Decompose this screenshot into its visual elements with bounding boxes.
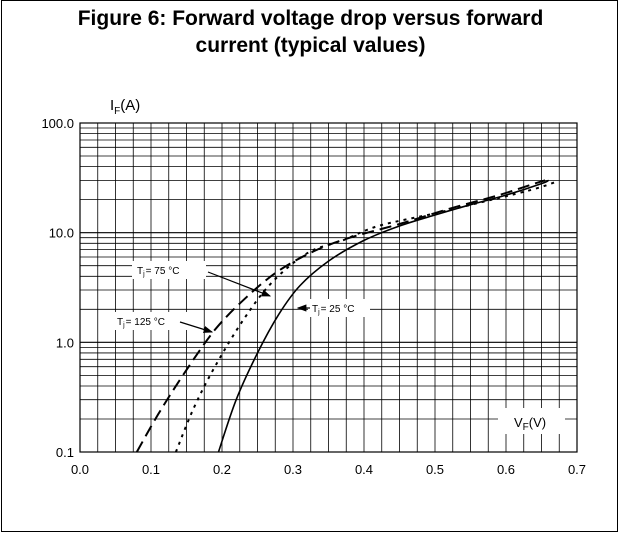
y-tick-label: 0.1 — [56, 445, 74, 460]
x-tick-label: 0.4 — [355, 462, 373, 477]
x-tick-label: 0.2 — [213, 462, 231, 477]
x-tick-label: 0.1 — [142, 462, 160, 477]
x-tick-label: 0.5 — [426, 462, 444, 477]
anno-75-sub: j — [142, 271, 145, 278]
y-axis-label-unit: (A) — [120, 97, 140, 114]
x-axis-label-main: V — [514, 415, 523, 430]
anno-25-rest: = 25 °C — [321, 304, 355, 315]
grid — [80, 123, 577, 452]
x-tick-label: 0.6 — [497, 462, 515, 477]
anno-125-sub: j — [122, 322, 125, 329]
y-axis-label: IF(A) — [110, 97, 140, 117]
x-tick-label: 0.7 — [568, 462, 586, 477]
x-tick-label: 0.3 — [284, 462, 302, 477]
y-tick-label: 100.0 — [41, 116, 74, 131]
x-tick-label: 0.0 — [71, 462, 89, 477]
anno-75-rest: = 75 °C — [146, 266, 180, 277]
y-tick-label: 1.0 — [56, 335, 74, 350]
x-axis-label-unit: (V) — [529, 415, 546, 430]
y-tick-label: 10.0 — [49, 226, 74, 241]
anno-25-sub: j — [317, 309, 320, 316]
anno-125-rest: = 125 °C — [126, 317, 165, 328]
